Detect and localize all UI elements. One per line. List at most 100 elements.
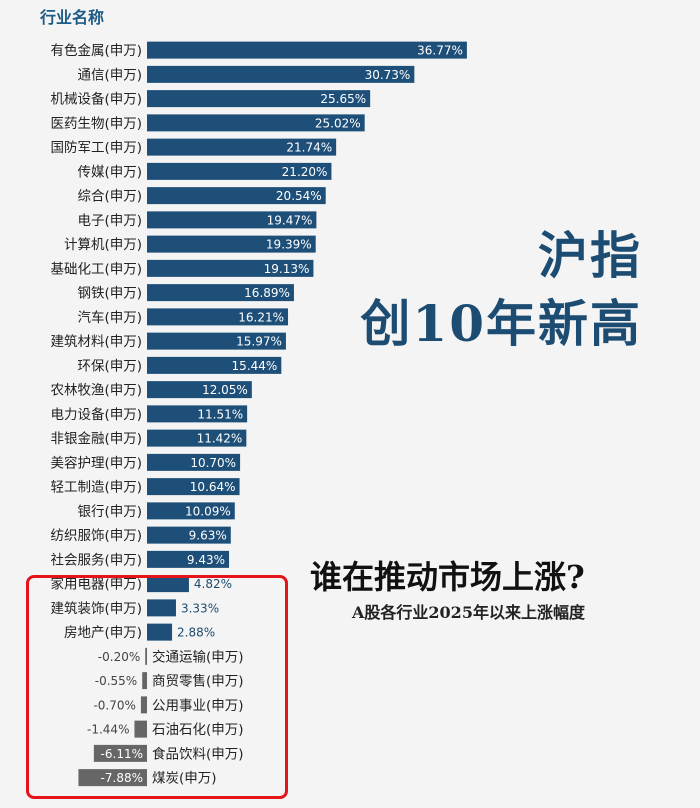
category-label-24: 房地产(申万) [64, 625, 142, 641]
bar-23 [147, 599, 176, 617]
bar-1 [147, 65, 415, 83]
bar-29 [93, 744, 147, 762]
category-label-29: 食品饮料(申万) [152, 745, 244, 762]
category-label-5: 传媒(申万) [77, 164, 142, 180]
category-label-11: 汽车(申万) [77, 309, 142, 326]
value-label-0: 36.77% [417, 44, 463, 58]
category-label-7: 电子(申万) [77, 213, 142, 229]
category-label-14: 农林牧渔(申万) [50, 383, 142, 399]
main-title-line1: 沪指 [538, 226, 642, 285]
value-label-2: 25.65% [320, 92, 366, 106]
main-title-line2: 创10年新高 [360, 294, 642, 353]
category-label-12: 建筑材料(申万) [50, 334, 142, 350]
bar-14 [147, 381, 252, 399]
category-label-0: 有色金属(申万) [50, 42, 142, 59]
bar-9 [147, 259, 314, 277]
value-label-23: 3.33% [181, 601, 219, 615]
value-label-30: -7.88% [101, 771, 143, 785]
bar-15 [147, 405, 248, 423]
bar-4 [147, 138, 337, 156]
bar-21 [147, 550, 230, 568]
value-label-26: -0.55% [95, 674, 137, 688]
value-label-14: 12.05% [202, 383, 248, 397]
category-label-30: 煤炭(申万) [152, 771, 217, 787]
value-label-1: 30.73% [365, 68, 411, 82]
bar-11 [147, 308, 289, 326]
bar-25 [145, 647, 147, 665]
bar-5 [147, 162, 332, 180]
value-label-7: 19.47% [267, 213, 313, 227]
subtitle: 谁在推动市场上涨? [310, 558, 585, 596]
category-label-18: 轻工制造(申万) [50, 480, 142, 496]
bar-6 [147, 187, 326, 205]
value-label-5: 21.20% [282, 165, 328, 179]
category-label-3: 医药生物(申万) [50, 116, 142, 132]
category-label-19: 银行(申万) [77, 504, 142, 520]
category-label-21: 社会服务(申万) [50, 552, 142, 568]
category-label-4: 国防军工(申万) [50, 140, 142, 156]
bar-19 [147, 502, 235, 520]
category-label-13: 环保(申万) [77, 358, 142, 374]
value-label-11: 16.21% [238, 310, 284, 324]
category-label-22: 家用电器(申万) [50, 576, 142, 593]
highlight-box [26, 575, 288, 799]
category-label-8: 计算机(申万) [64, 237, 142, 253]
value-label-24: 2.88% [177, 626, 215, 640]
bar-30 [78, 769, 147, 787]
value-label-28: -1.44% [87, 723, 129, 737]
bar-12 [147, 332, 286, 350]
value-label-3: 25.02% [315, 116, 361, 130]
category-label-6: 综合(申万) [77, 189, 142, 205]
bar-10 [147, 284, 294, 302]
category-label-20: 纺织服饰(申万) [50, 528, 142, 544]
bar-18 [147, 478, 240, 496]
bar-17 [147, 453, 241, 471]
value-label-22: 4.82% [194, 577, 232, 591]
category-label-2: 机械设备(申万) [50, 91, 142, 108]
category-label-25: 交通运输(申万) [152, 648, 244, 665]
value-label-17: 10.70% [190, 456, 236, 470]
bar-24 [147, 623, 173, 641]
bar-8 [147, 235, 316, 253]
category-label-27: 公用事业(申万) [152, 698, 244, 714]
value-label-29: -6.11% [101, 747, 143, 761]
bar-7 [147, 211, 317, 229]
bar-20 [147, 526, 231, 544]
value-label-27: -0.70% [93, 698, 135, 712]
value-label-21: 9.43% [187, 553, 225, 567]
caption: A股各行业2025年以来上涨幅度 [352, 603, 585, 622]
value-label-13: 15.44% [232, 359, 278, 373]
category-label-23: 建筑装饰(申万) [50, 601, 142, 617]
value-label-20: 9.63% [189, 529, 227, 543]
value-label-25: -0.20% [98, 650, 140, 664]
value-label-16: 11.42% [197, 432, 243, 446]
category-label-17: 美容护理(申万) [50, 454, 142, 471]
bar-3 [147, 114, 365, 132]
bar-26 [142, 672, 147, 690]
value-label-15: 11.51% [197, 407, 243, 421]
value-label-8: 19.39% [266, 238, 312, 252]
category-label-10: 钢铁(申万) [77, 286, 142, 302]
value-label-18: 10.64% [190, 480, 236, 494]
bar-2 [147, 90, 371, 108]
category-label-26: 商贸零售(申万) [152, 674, 244, 690]
bar-27 [140, 696, 147, 714]
bar-0 [147, 41, 467, 59]
value-label-19: 10.09% [185, 504, 231, 518]
category-label-28: 石油石化(申万) [152, 722, 244, 738]
category-label-16: 非银金融(申万) [50, 431, 142, 447]
bar-28 [134, 720, 147, 738]
column-header: 行业名称 [40, 8, 105, 27]
value-label-10: 16.89% [244, 286, 290, 300]
bar-13 [147, 356, 282, 374]
category-label-15: 电力设备(申万) [50, 406, 142, 423]
value-label-9: 19.13% [264, 262, 310, 276]
value-label-4: 21.74% [286, 141, 332, 155]
value-label-12: 15.97% [236, 335, 282, 349]
category-label-1: 通信(申万) [77, 67, 142, 83]
value-label-6: 20.54% [276, 189, 322, 203]
bar-22 [147, 575, 189, 593]
category-label-9: 基础化工(申万) [50, 260, 142, 277]
bar-16 [147, 429, 247, 447]
